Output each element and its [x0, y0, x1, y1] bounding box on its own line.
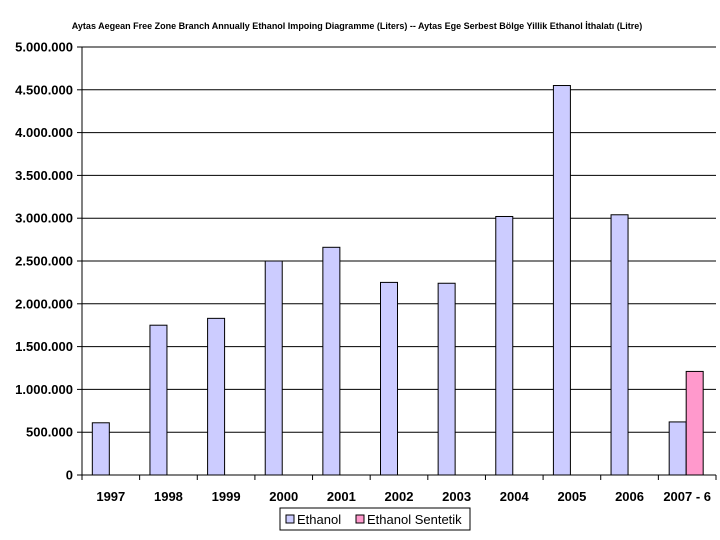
bar-ethanol-2001: [322, 246, 341, 476]
bar-ethanol-2002: [380, 281, 398, 476]
y-tick-label: 1.500.000: [15, 339, 73, 354]
y-tick-label: 1.000.000: [15, 382, 73, 397]
legend-swatch-ethanol-sentetik: [355, 514, 365, 524]
bar-ethanol-2004: [495, 215, 514, 476]
y-tick-label: 2.000.000: [15, 296, 73, 311]
x-tick-label: 2002: [385, 489, 414, 504]
y-tick-label: 0: [66, 468, 73, 483]
x-tick-label: 2000: [269, 489, 298, 504]
bar-ethanol-2006: [610, 214, 629, 476]
legend-label-ethanol: Ethanol: [297, 512, 341, 527]
y-tick-label: 500.000: [26, 425, 73, 440]
x-tick-label: 1997: [96, 489, 125, 504]
y-tick-label: 3.000.000: [15, 211, 73, 226]
y-tick-label: 3.500.000: [15, 168, 73, 183]
x-tick-label: 2001: [327, 489, 356, 504]
bar-ethanol-2003: [437, 282, 456, 476]
bar-ethanol-2000: [264, 260, 283, 476]
x-tick-label: 2003: [442, 489, 471, 504]
x-tick-label: 1998: [154, 489, 183, 504]
x-tick-label: 2004: [500, 489, 530, 504]
x-tick-label: 2007 - 6: [663, 489, 711, 504]
bar-ethanol-1998: [149, 324, 168, 476]
y-tick-label: 2.500.000: [15, 254, 73, 269]
bar-ethanol-2005: [552, 85, 571, 476]
y-tick-label: 4.500.000: [15, 82, 73, 97]
legend-swatch-ethanol: [285, 514, 295, 524]
bar-ethanol-1999: [207, 317, 226, 476]
y-tick-label: 4.000.000: [15, 125, 73, 140]
bar-ethanol-sentetik-2007-6: [685, 370, 704, 476]
bar-ethanol-2007-6: [668, 421, 687, 476]
legend-box: [279, 507, 471, 531]
bar-ethanol-1997: [91, 422, 110, 476]
legend-label-ethanol-sentetik: Ethanol Sentetik: [367, 512, 462, 527]
x-tick-label: 2006: [615, 489, 644, 504]
x-tick-label: 1999: [212, 489, 241, 504]
chart-title: Aytas Aegean Free Zone Branch Annually E…: [72, 21, 642, 31]
y-tick-label: 5.000.000: [15, 40, 73, 55]
plot-area: 0 500.000 1.000.000 1.500.000 2.000.000 2.500…: [15, 40, 717, 504]
x-tick-label: 2005: [557, 489, 586, 504]
legend: Ethanol Ethanol Sentetik: [279, 507, 471, 531]
